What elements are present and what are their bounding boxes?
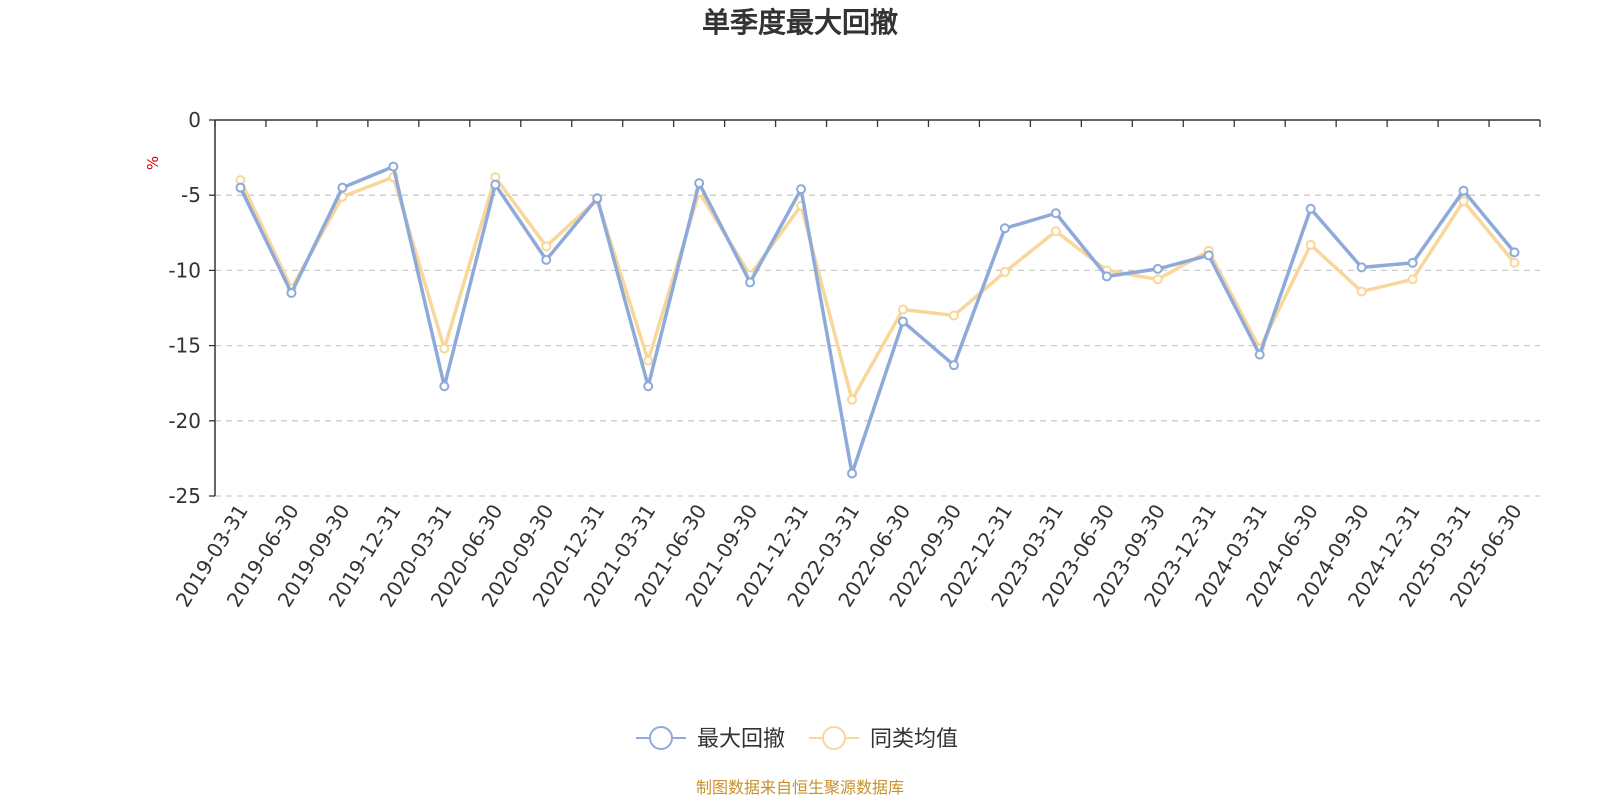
- data-point: [847, 394, 858, 405]
- data-point: [999, 266, 1010, 277]
- data-point: [643, 381, 654, 392]
- data-source-note: 制图数据来自恒生聚源数据库: [696, 778, 904, 797]
- data-point: [1152, 263, 1163, 274]
- data-point: [388, 161, 399, 172]
- data-point: [490, 179, 501, 190]
- data-point: [1050, 208, 1061, 219]
- y-tick-label: -20: [168, 409, 201, 433]
- data-point: [541, 254, 552, 265]
- axes: [209, 119, 1541, 497]
- legend-label: 同类均值: [870, 727, 958, 752]
- data-point: [1152, 274, 1163, 285]
- data-point: [541, 241, 552, 252]
- y-tick-label: 0: [188, 108, 201, 132]
- data-point: [1254, 349, 1265, 360]
- data-point: [948, 310, 959, 321]
- series-line: [238, 175, 1516, 402]
- data-point: [1509, 257, 1520, 268]
- data-point: [1407, 274, 1418, 285]
- data-point: [1305, 203, 1316, 214]
- data-point: [643, 355, 654, 366]
- y-axis-label: %: [144, 156, 162, 170]
- data-point: [1407, 257, 1418, 268]
- data-point: [286, 287, 297, 298]
- data-point: [1203, 250, 1214, 261]
- data-point: [1101, 271, 1112, 282]
- y-tick-label: -10: [168, 258, 201, 282]
- data-point: [897, 316, 908, 327]
- y-tick-label: -25: [168, 484, 201, 508]
- chart-title: 单季度最大回撤: [702, 6, 898, 39]
- data-point: [1458, 185, 1469, 196]
- data-point: [745, 277, 756, 288]
- data-point: [439, 343, 450, 354]
- legend[interactable]: 最大回撤 同类均值: [636, 726, 958, 752]
- data-point: [1356, 262, 1367, 273]
- data-point: [1305, 239, 1316, 250]
- data-point: [948, 360, 959, 371]
- x-tick-labels: 2019-03-312019-06-302019-09-302019-12-31…: [171, 500, 1527, 611]
- series-group: [235, 172, 1520, 405]
- data-point: [235, 182, 246, 193]
- legend-item[interactable]: 最大回撤: [636, 726, 785, 752]
- data-point: [999, 223, 1010, 234]
- legend-item[interactable]: 同类均值: [809, 726, 958, 752]
- data-point: [439, 381, 450, 392]
- data-point: [1356, 286, 1367, 297]
- data-point: [847, 468, 858, 479]
- y-tick-labels: 0 -5 -10 -15 -20 -25: [168, 108, 201, 508]
- data-point: [337, 182, 348, 193]
- data-point: [1458, 196, 1469, 207]
- y-tick-label: -15: [168, 334, 201, 358]
- y-tick-label: -5: [181, 183, 201, 207]
- legend-marker: [649, 726, 673, 750]
- series-group: [235, 161, 1520, 479]
- data-point: [694, 178, 705, 189]
- series-line: [238, 164, 1516, 476]
- data-point: [592, 193, 603, 204]
- series-lines: [235, 161, 1520, 479]
- data-point: [1050, 226, 1061, 237]
- data-point: [897, 304, 908, 315]
- data-point: [796, 184, 807, 195]
- legend-marker: [822, 726, 846, 750]
- legend-label: 最大回撤: [697, 727, 785, 752]
- data-point: [1509, 247, 1520, 258]
